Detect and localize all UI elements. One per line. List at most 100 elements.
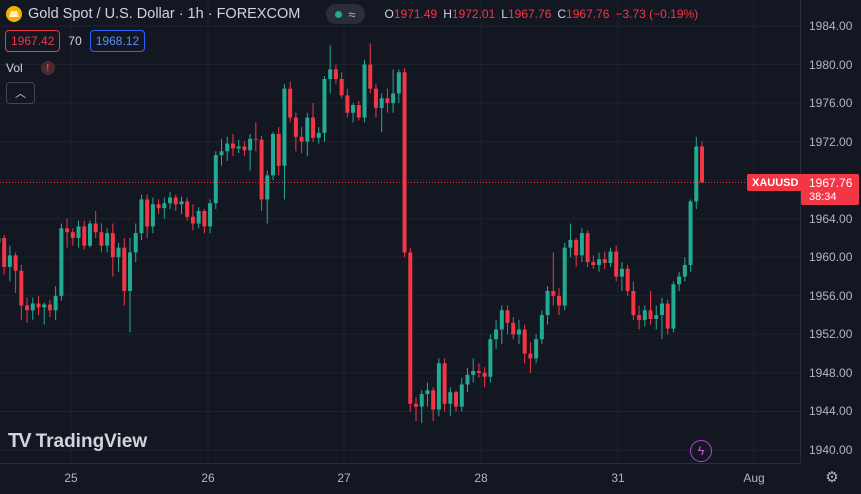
candle-body bbox=[500, 310, 504, 329]
candle-body bbox=[437, 363, 441, 409]
candle-body bbox=[443, 363, 447, 403]
candle-body bbox=[689, 201, 693, 265]
last-price-tag: 1967.76 38:34 bbox=[801, 174, 859, 205]
candle-body bbox=[431, 390, 435, 409]
candle-body bbox=[391, 93, 395, 103]
candle-body bbox=[334, 69, 338, 79]
price-tick-label: 1940.00 bbox=[809, 443, 852, 457]
time-tick-label: 28 bbox=[474, 471, 487, 485]
candle-body bbox=[185, 201, 189, 216]
candle-body bbox=[191, 217, 195, 224]
candle-body bbox=[523, 330, 527, 354]
candle-body bbox=[551, 291, 555, 296]
ohlc-values: O1971.49 H1972.01 L1967.76 C1967.76 −3.7… bbox=[385, 7, 699, 21]
candle-body bbox=[8, 255, 12, 267]
candle-body bbox=[460, 384, 464, 406]
candle-body bbox=[220, 151, 224, 155]
candle-body bbox=[511, 323, 515, 335]
collapse-legend-button[interactable]: ︿ bbox=[6, 82, 35, 104]
candle-body bbox=[403, 72, 407, 252]
time-tick-label: 31 bbox=[611, 471, 624, 485]
price-tick-label: 1960.00 bbox=[809, 250, 852, 264]
candle-body bbox=[265, 175, 269, 199]
candle-body bbox=[608, 251, 612, 263]
low-value: 1967.76 bbox=[508, 7, 551, 21]
candle-body bbox=[626, 269, 630, 291]
time-tick-label: 27 bbox=[337, 471, 350, 485]
candle-body bbox=[494, 330, 498, 340]
high-label: H bbox=[443, 7, 452, 21]
candle-body bbox=[488, 339, 492, 377]
change-value: −3.73 (−0.19%) bbox=[615, 7, 698, 21]
symbol-price-tag: XAUUSD bbox=[747, 174, 803, 191]
market-status-pill[interactable]: ≈ bbox=[326, 4, 364, 24]
gear-icon[interactable]: ⚙ bbox=[823, 468, 841, 486]
candle-body bbox=[397, 72, 401, 93]
price-axis[interactable]: 1984.001980.001976.001972.001968.001964.… bbox=[800, 0, 861, 463]
candle-body bbox=[483, 373, 487, 377]
candle-body bbox=[99, 232, 103, 245]
candle-body bbox=[311, 118, 315, 138]
candle-body bbox=[351, 105, 355, 113]
candle-body bbox=[71, 232, 75, 238]
buy-price-button[interactable]: 1968.12 bbox=[90, 30, 145, 52]
tradingview-logo[interactable]: TV TradingView bbox=[8, 430, 147, 453]
candle-body bbox=[586, 233, 590, 262]
symbol-title[interactable]: Gold Spot / U.S. Dollar · 1h · FOREXCOM bbox=[28, 6, 300, 22]
volume-indicator-legend: Vol ! bbox=[6, 61, 55, 75]
candle-body bbox=[48, 304, 52, 310]
price-tick-label: 1948.00 bbox=[809, 366, 852, 380]
candle-body bbox=[82, 226, 86, 245]
price-tick-label: 1964.00 bbox=[809, 212, 852, 226]
price-tick-label: 1976.00 bbox=[809, 96, 852, 110]
candle-body bbox=[620, 269, 624, 277]
candle-body bbox=[174, 198, 178, 205]
candle-body bbox=[603, 259, 607, 263]
price-tick-label: 1984.00 bbox=[809, 19, 852, 33]
candle-body bbox=[77, 226, 81, 238]
candle-body bbox=[465, 375, 469, 385]
candle-body bbox=[168, 198, 172, 204]
candle-body bbox=[683, 265, 687, 277]
time-tick-label: 26 bbox=[201, 471, 214, 485]
price-tick-label: 1972.00 bbox=[809, 135, 852, 149]
chart-area[interactable] bbox=[0, 0, 800, 463]
candle-body bbox=[506, 310, 510, 323]
candle-body bbox=[65, 228, 69, 232]
warning-icon[interactable]: ! bbox=[41, 61, 55, 75]
time-tick-label: 25 bbox=[64, 471, 77, 485]
candle-body bbox=[322, 79, 326, 133]
candle-body bbox=[614, 251, 618, 276]
candle-body bbox=[408, 252, 412, 403]
volume-label[interactable]: Vol bbox=[6, 61, 23, 75]
candle-body bbox=[214, 155, 218, 203]
candle-body bbox=[557, 296, 561, 306]
candle-body bbox=[111, 233, 115, 257]
candle-body bbox=[145, 199, 149, 226]
candle-body bbox=[248, 139, 252, 151]
candle-body bbox=[357, 105, 361, 118]
candle-body bbox=[225, 144, 229, 152]
candle-body bbox=[294, 118, 298, 137]
candle-body bbox=[637, 315, 641, 320]
low-label: L bbox=[501, 7, 508, 21]
candlestick-chart[interactable] bbox=[0, 0, 800, 463]
sell-price-button[interactable]: 1967.42 bbox=[5, 30, 60, 52]
close-label: C bbox=[557, 7, 566, 21]
candle-body bbox=[231, 144, 235, 149]
candle-body bbox=[179, 201, 183, 204]
candle-body bbox=[454, 392, 458, 406]
candle-body bbox=[59, 228, 63, 295]
candle-body bbox=[105, 233, 109, 246]
candle-body bbox=[517, 330, 521, 335]
candle-body bbox=[574, 240, 578, 255]
candle-body bbox=[643, 310, 647, 320]
lightning-icon[interactable]: ϟ bbox=[690, 440, 712, 462]
candle-body bbox=[700, 146, 704, 182]
candle-body bbox=[694, 146, 698, 201]
candle-body bbox=[368, 65, 372, 89]
candle-body bbox=[328, 69, 332, 79]
candle-body bbox=[631, 291, 635, 315]
open-value: 1971.49 bbox=[394, 7, 437, 21]
